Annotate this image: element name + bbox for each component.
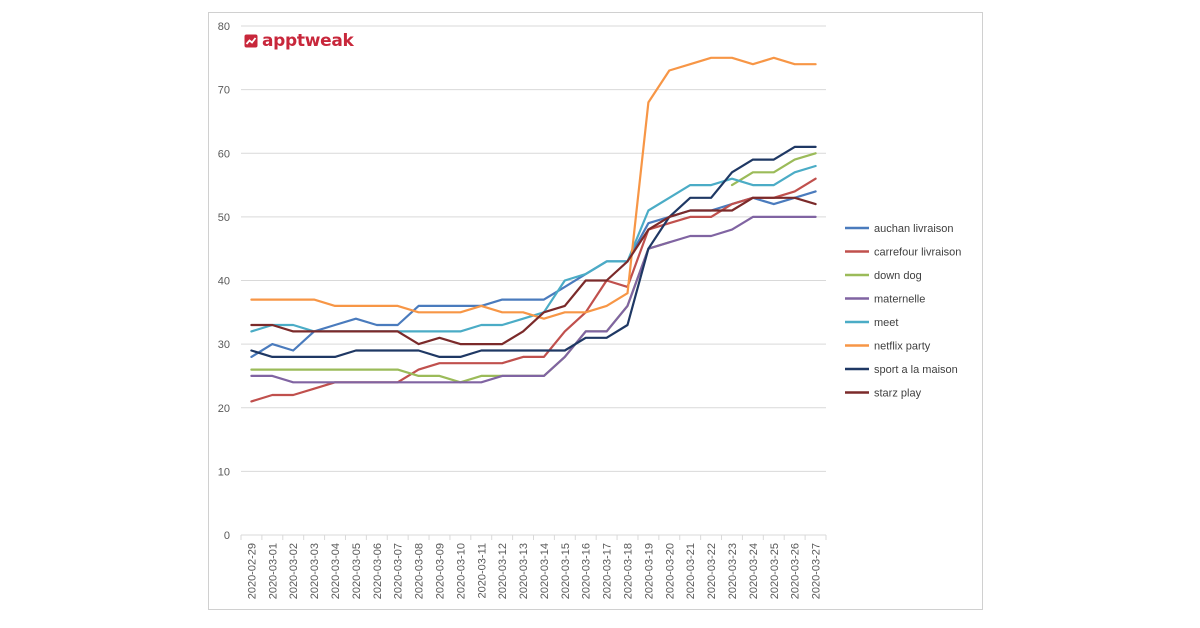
brand-logo: apptweak bbox=[244, 31, 354, 51]
x-tick-label: 2020-03-24 bbox=[748, 543, 760, 599]
x-tick-label: 2020-03-05 bbox=[351, 543, 363, 599]
series-line-carrefour-livraison bbox=[250, 177, 817, 403]
series-line-down-dog bbox=[730, 152, 817, 187]
legend-label: sport a la maison bbox=[874, 364, 958, 376]
y-tick-label: 80 bbox=[218, 21, 230, 33]
legend-label: starz play bbox=[874, 388, 922, 400]
x-tick-label: 2020-03-09 bbox=[434, 543, 446, 599]
x-tick-label: 2020-03-23 bbox=[727, 543, 739, 599]
x-tick-label: 2020-03-21 bbox=[685, 543, 697, 599]
x-tick-label: 2020-03-03 bbox=[309, 543, 321, 599]
x-tick-label: 2020-03-01 bbox=[267, 543, 279, 599]
x-tick-label: 2020-03-04 bbox=[330, 543, 342, 599]
x-tick-label: 2020-03-27 bbox=[811, 543, 823, 599]
y-tick-label: 60 bbox=[218, 148, 230, 160]
legend-label: carrefour livraison bbox=[874, 247, 961, 259]
x-tick-label: 2020-03-17 bbox=[602, 543, 614, 599]
legend-label: netflix party bbox=[874, 341, 931, 353]
x-tick-label: 2020-03-18 bbox=[623, 543, 635, 599]
legend-label: down dog bbox=[874, 270, 922, 282]
y-tick-label: 0 bbox=[224, 530, 230, 542]
y-tick-label: 20 bbox=[218, 403, 230, 415]
y-tick-label: 50 bbox=[218, 212, 230, 224]
y-tick-label: 30 bbox=[218, 339, 230, 351]
x-tick-label: 2020-03-14 bbox=[539, 543, 551, 599]
legend-label: auchan livraison bbox=[874, 223, 954, 235]
x-tick-label: 2020-03-20 bbox=[664, 543, 676, 599]
x-tick-label: 2020-03-15 bbox=[560, 543, 572, 599]
trend-chart-icon bbox=[244, 34, 258, 48]
x-tick-label: 2020-03-10 bbox=[455, 543, 467, 599]
x-tick-label: 2020-03-25 bbox=[769, 543, 781, 599]
y-tick-label: 40 bbox=[218, 276, 230, 288]
series-line-auchan-livraison bbox=[250, 190, 817, 358]
series-line-netflix-party bbox=[250, 56, 817, 320]
series-line-maternelle bbox=[250, 215, 817, 384]
x-tick-label: 2020-03-08 bbox=[414, 543, 426, 599]
x-tick-label: 2020-03-13 bbox=[518, 543, 530, 599]
series-line-sport-a-la-maison bbox=[250, 145, 817, 358]
legend-label: maternelle bbox=[874, 294, 925, 306]
x-tick-label: 2020-02-29 bbox=[246, 543, 258, 599]
x-tick-label: 2020-03-02 bbox=[288, 543, 300, 599]
x-tick-label: 2020-03-19 bbox=[643, 543, 655, 599]
x-tick-label: 2020-03-11 bbox=[476, 543, 488, 598]
y-tick-label: 70 bbox=[218, 85, 230, 97]
y-tick-label: 10 bbox=[218, 466, 230, 478]
x-tick-label: 2020-03-07 bbox=[393, 543, 405, 599]
legend-label: meet bbox=[874, 317, 898, 329]
series-line-starz-play bbox=[250, 196, 817, 346]
x-tick-label: 2020-03-26 bbox=[790, 543, 802, 599]
x-tick-label: 2020-03-16 bbox=[581, 543, 593, 599]
x-tick-label: 2020-03-06 bbox=[372, 543, 384, 599]
x-tick-label: 2020-03-12 bbox=[497, 543, 509, 599]
chart-frame bbox=[208, 12, 983, 610]
brand-name: apptweak bbox=[262, 31, 354, 51]
x-tick-label: 2020-03-22 bbox=[706, 543, 718, 599]
